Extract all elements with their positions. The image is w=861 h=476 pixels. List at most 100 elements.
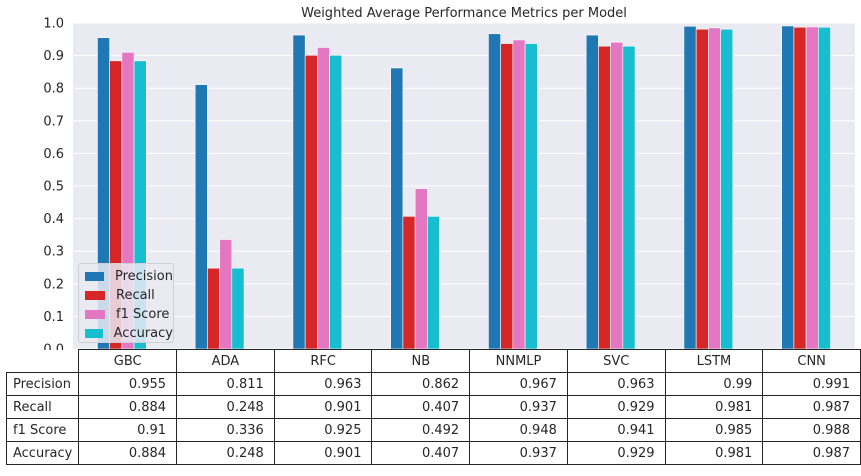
bar-precision-lstm [683, 25, 697, 350]
legend-item: f1 Score [85, 305, 173, 324]
table-cell: 0.407 [371, 395, 471, 419]
bar-f1-score-nnmlp [512, 39, 526, 350]
table-cell: 0.937 [469, 441, 568, 465]
table-cell: 0.884 [78, 395, 178, 419]
table-cell: 0.91 [78, 418, 178, 442]
y-tick-label: 0.7 [43, 114, 64, 129]
table-cell: 0.981 [664, 441, 764, 465]
table-header-row: GBC ADA RFC NB NNMLP SVC LSTM CNN [6, 349, 861, 373]
bar-accuracy-lstm [720, 28, 734, 350]
legend-label: Precision [114, 269, 173, 284]
bar-precision-svc [585, 34, 599, 350]
bar-recall-nb [402, 216, 416, 350]
table-cell: 0.492 [371, 418, 471, 442]
y-axis-ticks: 0.0 0.1 0.2 0.3 0.4 0.5 0.6 0.7 0.8 0.9 1.0 [43, 17, 64, 351]
bar-accuracy-nnmlp [524, 43, 538, 350]
bar-recall-ada [207, 267, 220, 350]
bar-f1-score-ada [219, 239, 233, 350]
table-cell: 0.336 [176, 418, 275, 442]
table-cell: 0.988 [762, 418, 861, 442]
legend-swatch [85, 329, 103, 338]
table-cell: 0.862 [371, 372, 471, 396]
bar-f1-score-svc [610, 41, 624, 350]
table-cell: 0.941 [566, 418, 666, 442]
table-column-header: RFC [273, 349, 373, 373]
table-cell: 0.967 [469, 372, 568, 396]
table-cell: 0.248 [176, 441, 275, 465]
y-tick-label: 0.2 [43, 277, 64, 292]
bar-recall-cnn [793, 26, 807, 350]
table-row: f1 Score 0.91 0.336 0.925 0.492 0.948 0.941 0.9… [5, 418, 861, 442]
bar-recall-lstm [695, 28, 709, 350]
table-cell: 0.937 [469, 395, 568, 419]
y-tick-label: 0.5 [43, 180, 64, 195]
table-cell: 0.987 [762, 441, 861, 465]
table-column-header: NB [371, 349, 471, 373]
table-cell: 0.991 [762, 372, 861, 396]
table-cell: 0.901 [273, 441, 373, 465]
legend-label: f1 Score [116, 307, 170, 322]
table-cell: 0.981 [664, 395, 764, 419]
bar-accuracy-rfc [329, 54, 343, 350]
bar-chart: Weighted Average Performance Metrics per… [43, 6, 855, 351]
bar-accuracy-nb [427, 216, 440, 350]
table-row-header: f1 Score [5, 418, 80, 442]
chart-title: Weighted Average Performance Metrics per… [301, 6, 627, 21]
legend-swatch [85, 310, 105, 319]
table-row: Precision 0.955 0.811 0.963 0.862 0.967 0.963 0… [5, 372, 861, 396]
y-tick-label: 0.0 [43, 343, 64, 351]
table-cell: 0.884 [78, 441, 178, 465]
bar-precision-cnn [781, 25, 795, 350]
legend-label: Accuracy [113, 326, 173, 341]
table-cell: 0.929 [566, 395, 666, 419]
table-column-header: ADA [176, 349, 275, 373]
table-column-header: SVC [566, 349, 666, 373]
legend-item: Accuracy [85, 324, 173, 343]
bar-precision-rfc [292, 34, 306, 350]
bar-accuracy-cnn [818, 26, 831, 350]
table-cell: 0.811 [176, 372, 275, 396]
table-corner [6, 349, 80, 373]
table-cell: 0.987 [762, 395, 861, 419]
bar-recall-nnmlp [500, 43, 514, 350]
bar-f1-score-lstm [708, 27, 721, 350]
bar-f1-score-cnn [805, 26, 819, 350]
bar-precision-ada [194, 84, 208, 350]
bar-recall-svc [598, 45, 611, 350]
table-row-header: Accuracy [5, 441, 80, 465]
table-row-header: Precision [5, 372, 80, 396]
legend-item: Recall [85, 286, 173, 305]
bar-recall-rfc [304, 54, 318, 350]
legend: Precision Recall f1 Score Accuracy [78, 263, 174, 343]
y-tick-label: 0.6 [43, 147, 64, 162]
table-cell: 0.901 [273, 395, 373, 419]
y-tick-label: 0.9 [43, 49, 64, 64]
table-body: Precision 0.955 0.811 0.963 0.862 0.967 0.963 0… [5, 372, 861, 465]
y-tick-label: 0.8 [43, 82, 64, 97]
table-cell: 0.248 [176, 395, 275, 419]
y-tick-label: 0.1 [43, 310, 64, 325]
y-tick-label: 0.4 [43, 212, 64, 227]
y-tick-label: 1.0 [43, 17, 64, 32]
bar-f1-score-nb [414, 188, 428, 350]
table-cell: 0.963 [273, 372, 373, 396]
table-cell: 0.985 [664, 418, 764, 442]
table-cell: 0.963 [566, 372, 666, 396]
y-tick-label: 0.3 [43, 245, 64, 260]
table-row-header: Recall [5, 395, 80, 419]
table-column-header: CNN [762, 349, 861, 373]
bar-precision-nnmlp [488, 33, 501, 350]
table-cell: 0.955 [78, 372, 178, 396]
bars [97, 25, 831, 350]
table-cell: 0.948 [469, 418, 568, 442]
table-cell: 0.929 [566, 441, 666, 465]
table-cell: 0.99 [664, 372, 764, 396]
legend-label: Recall [116, 288, 155, 303]
bar-accuracy-ada [231, 267, 245, 350]
table-row: Recall 0.884 0.248 0.901 0.407 0.937 0.929 0.98… [5, 395, 861, 419]
table-column-header: LSTM [664, 349, 764, 373]
legend-swatch [85, 272, 104, 281]
table-column-header: GBC [78, 349, 178, 373]
legend-item: Precision [85, 267, 173, 286]
table-cell: 0.925 [273, 418, 373, 442]
